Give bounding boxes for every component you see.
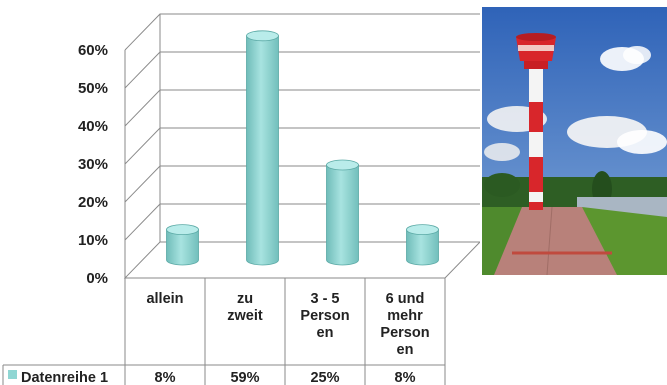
x-category-label: Person	[380, 325, 429, 341]
bar-top	[166, 224, 199, 236]
y-tick-label: 50%	[78, 80, 108, 97]
data-label: 25%	[310, 370, 339, 385]
grid-layer	[123, 13, 480, 279]
gridline	[124, 51, 480, 89]
x-category-label: 3 - 5	[310, 291, 339, 307]
y-tick-label: 60%	[78, 42, 108, 59]
x-category-label: en	[397, 342, 414, 358]
y-axis: 0% 10% 20% 30% 40% 50% 60%	[78, 42, 108, 287]
data-label: 59%	[230, 370, 259, 385]
bar-body	[406, 229, 439, 266]
bar-top	[406, 224, 439, 236]
bar	[166, 224, 199, 266]
gridline	[124, 165, 480, 203]
bars	[166, 30, 439, 266]
y-tick-label: 0%	[86, 270, 108, 287]
bar-body	[246, 35, 279, 266]
legend-swatch	[8, 370, 17, 379]
legend-series-name: Datenreihe 1	[21, 370, 108, 385]
y-tick-label: 10%	[78, 232, 108, 249]
x-category-label: zu	[237, 291, 253, 307]
data-label: 8%	[395, 370, 416, 385]
bar-top	[246, 30, 279, 42]
x-category-label: Person	[300, 308, 349, 324]
y-tick-label: 30%	[78, 156, 108, 173]
gridline	[124, 127, 480, 165]
chart-floor	[123, 241, 480, 279]
bar	[406, 224, 439, 266]
bar	[326, 159, 359, 266]
gridline	[124, 89, 480, 127]
bar	[246, 30, 279, 266]
bar-top	[326, 159, 359, 171]
lighthouse-photo	[482, 7, 667, 275]
x-category-label: en	[317, 325, 334, 341]
bar-body	[166, 229, 199, 266]
x-category-label: 6 und	[386, 291, 425, 307]
y-tick-label: 40%	[78, 118, 108, 135]
y-tick-label: 20%	[78, 194, 108, 211]
x-category-label: mehr	[387, 308, 423, 324]
x-category-label: allein	[146, 291, 183, 307]
bar-body	[326, 164, 359, 266]
data-label: 8%	[155, 370, 176, 385]
gridline	[124, 13, 480, 51]
x-category-label: zweit	[227, 308, 263, 324]
gridline	[124, 203, 480, 241]
